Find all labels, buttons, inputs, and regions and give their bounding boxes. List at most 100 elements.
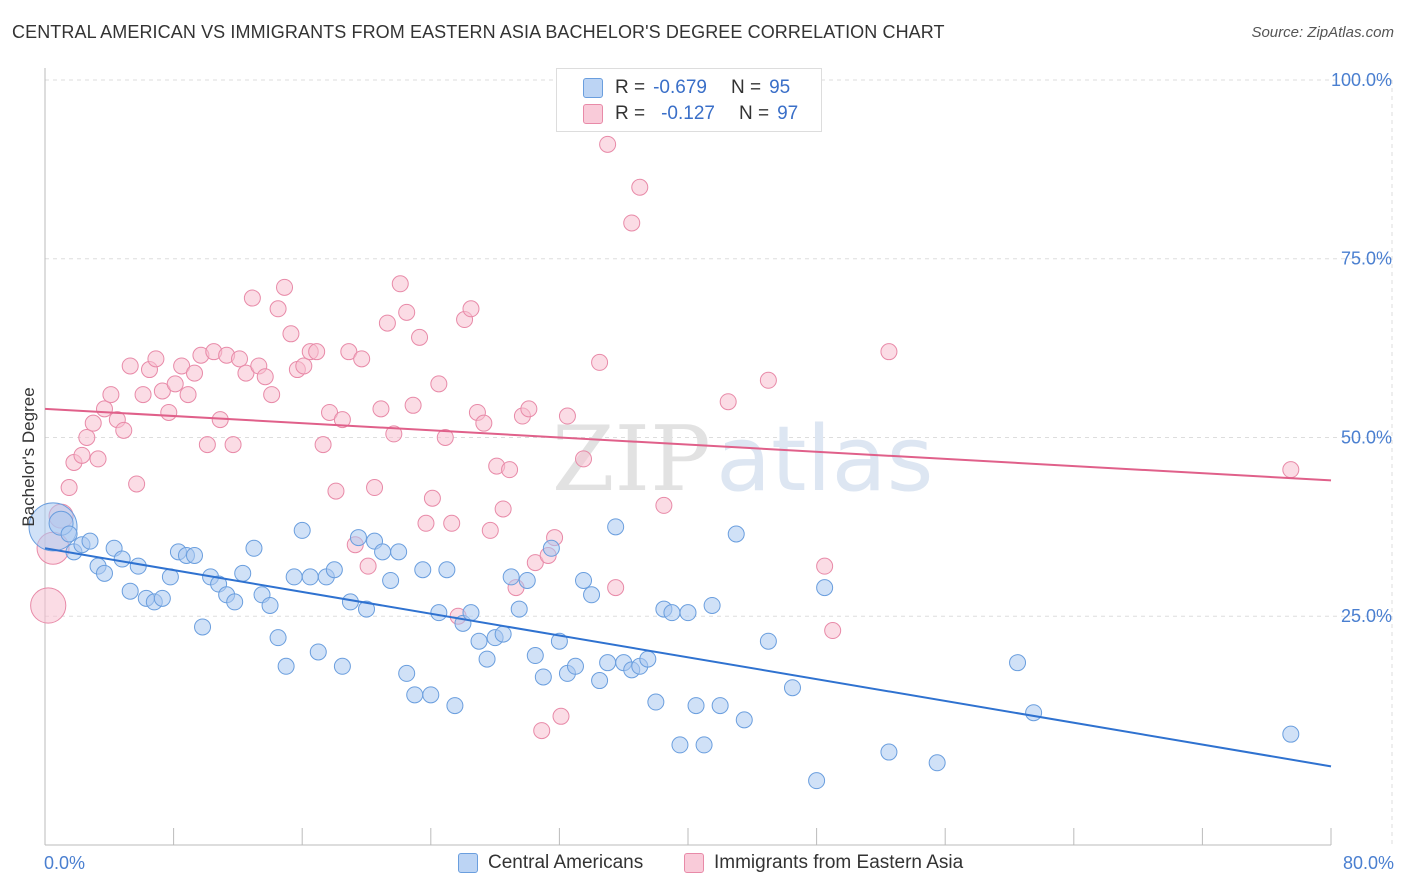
point-central-american: [711, 697, 729, 715]
point-eastern-asia: [501, 461, 519, 479]
point-central-american: [333, 657, 351, 675]
point-central-american: [928, 754, 946, 772]
point-eastern-asia: [153, 382, 171, 400]
point-eastern-asia: [378, 314, 396, 332]
point-eastern-asia: [173, 357, 191, 375]
point-central-american: [358, 600, 375, 618]
point-central-american: [153, 589, 171, 607]
point-eastern-asia: [89, 450, 107, 468]
point-central-american: [639, 650, 657, 668]
point-eastern-asia: [631, 178, 649, 196]
point-eastern-asia: [398, 303, 416, 321]
point-eastern-asia: [166, 375, 184, 393]
legend-r-label: R =: [615, 77, 646, 98]
trend-line-central-americans: [44, 547, 1332, 768]
point-eastern-asia: [552, 707, 570, 725]
legend-r-value: -0.127: [661, 103, 715, 124]
point-eastern-asia: [443, 514, 461, 532]
point-central-american: [414, 561, 432, 579]
x-tick-label: 0.0%: [44, 853, 85, 873]
point-eastern-asia: [95, 400, 113, 418]
point-eastern-asia: [385, 425, 403, 443]
point-central-american: [446, 697, 464, 715]
point-eastern-asia: [333, 411, 351, 429]
point-central-american: [534, 668, 552, 686]
legend-row-eastern-asia: R = -0.127 N = 97: [583, 102, 798, 126]
point-central-american: [285, 568, 303, 586]
y-axis-title: Bachelor's Degree: [19, 387, 38, 526]
legend-n-value: 97: [777, 103, 799, 124]
point-eastern-asia: [308, 343, 326, 361]
point-central-american: [599, 654, 617, 672]
point-eastern-asia: [607, 579, 625, 597]
point-eastern-asia: [816, 557, 834, 575]
point-eastern-asia: [269, 300, 287, 318]
point-central-american: [430, 604, 448, 622]
x-tick-labels: 0.0% 80.0%: [44, 853, 1394, 873]
point-central-american: [234, 564, 252, 582]
point-central-american: [309, 643, 327, 661]
point-central-american: [261, 596, 279, 614]
point-central-american: [226, 593, 244, 611]
point-central-american: [494, 625, 512, 643]
axes: [44, 68, 1332, 846]
point-central-american: [510, 600, 528, 618]
point-eastern-asia: [1282, 461, 1300, 479]
point-eastern-asia: [314, 436, 332, 454]
point-central-american: [470, 632, 488, 650]
legend-r-label: R =: [615, 103, 646, 124]
point-eastern-asia: [115, 421, 133, 439]
legend-row-central-americans: R = -0.679 N = 95: [583, 76, 790, 100]
y-tick-label: 50.0%: [1341, 427, 1392, 447]
point-eastern-asia: [462, 300, 480, 318]
point-central-american: [269, 629, 287, 647]
point-eastern-asia: [372, 400, 390, 418]
point-eastern-asia: [282, 325, 300, 343]
point-central-american: [185, 546, 203, 564]
point-eastern-asia: [526, 554, 544, 572]
point-eastern-asia: [128, 475, 146, 493]
point-eastern-asia: [327, 482, 345, 500]
trend-line-eastern-asia: [44, 407, 1332, 482]
point-eastern-asia: [558, 407, 576, 425]
point-central-american: [478, 650, 496, 668]
point-central-american: [583, 586, 601, 604]
point-eastern-asia: [256, 368, 274, 386]
point-eastern-asia: [591, 353, 609, 371]
legend-swatch-blue: [458, 853, 478, 873]
point-eastern-asia: [263, 386, 281, 404]
point-eastern-asia: [494, 500, 512, 518]
point-eastern-asia: [824, 622, 842, 640]
y-tick-label: 75.0%: [1341, 249, 1392, 269]
legend-item-central-americans: Central Americans: [458, 852, 643, 874]
point-eastern-asia: [719, 393, 737, 411]
legend-swatch-blue: [583, 78, 603, 98]
legend-swatch-pink: [583, 104, 603, 124]
stats-legend: R = -0.679 N = 95 R = -0.127 N = 97: [556, 68, 822, 132]
point-eastern-asia: [102, 386, 120, 404]
point-eastern-asia: [84, 414, 102, 432]
point-central-american: [679, 604, 697, 622]
point-central-american: [95, 564, 113, 582]
point-eastern-asia: [224, 436, 242, 454]
watermark-atlas: atlas: [716, 407, 934, 512]
y-tick-label: 100.0%: [1331, 70, 1392, 90]
point-central-american: [880, 743, 898, 761]
point-eastern-asia: [430, 375, 448, 393]
point-central-american: [398, 664, 416, 682]
point-eastern-asia: [366, 479, 384, 497]
chart-title: CENTRAL AMERICAN VS IMMIGRANTS FROM EAST…: [12, 22, 945, 42]
point-eastern-asia: [160, 403, 178, 421]
series-central-americans-points: [28, 502, 1300, 790]
point-central-american: [502, 568, 520, 586]
point-eastern-asia: [353, 350, 371, 368]
point-central-american: [382, 571, 400, 589]
point-eastern-asia: [121, 357, 139, 375]
point-eastern-asia: [60, 479, 78, 497]
point-eastern-asia: [359, 557, 377, 575]
point-central-american: [293, 521, 311, 539]
point-central-american: [526, 647, 544, 665]
point-eastern-asia: [411, 328, 429, 346]
point-central-american: [60, 525, 78, 543]
